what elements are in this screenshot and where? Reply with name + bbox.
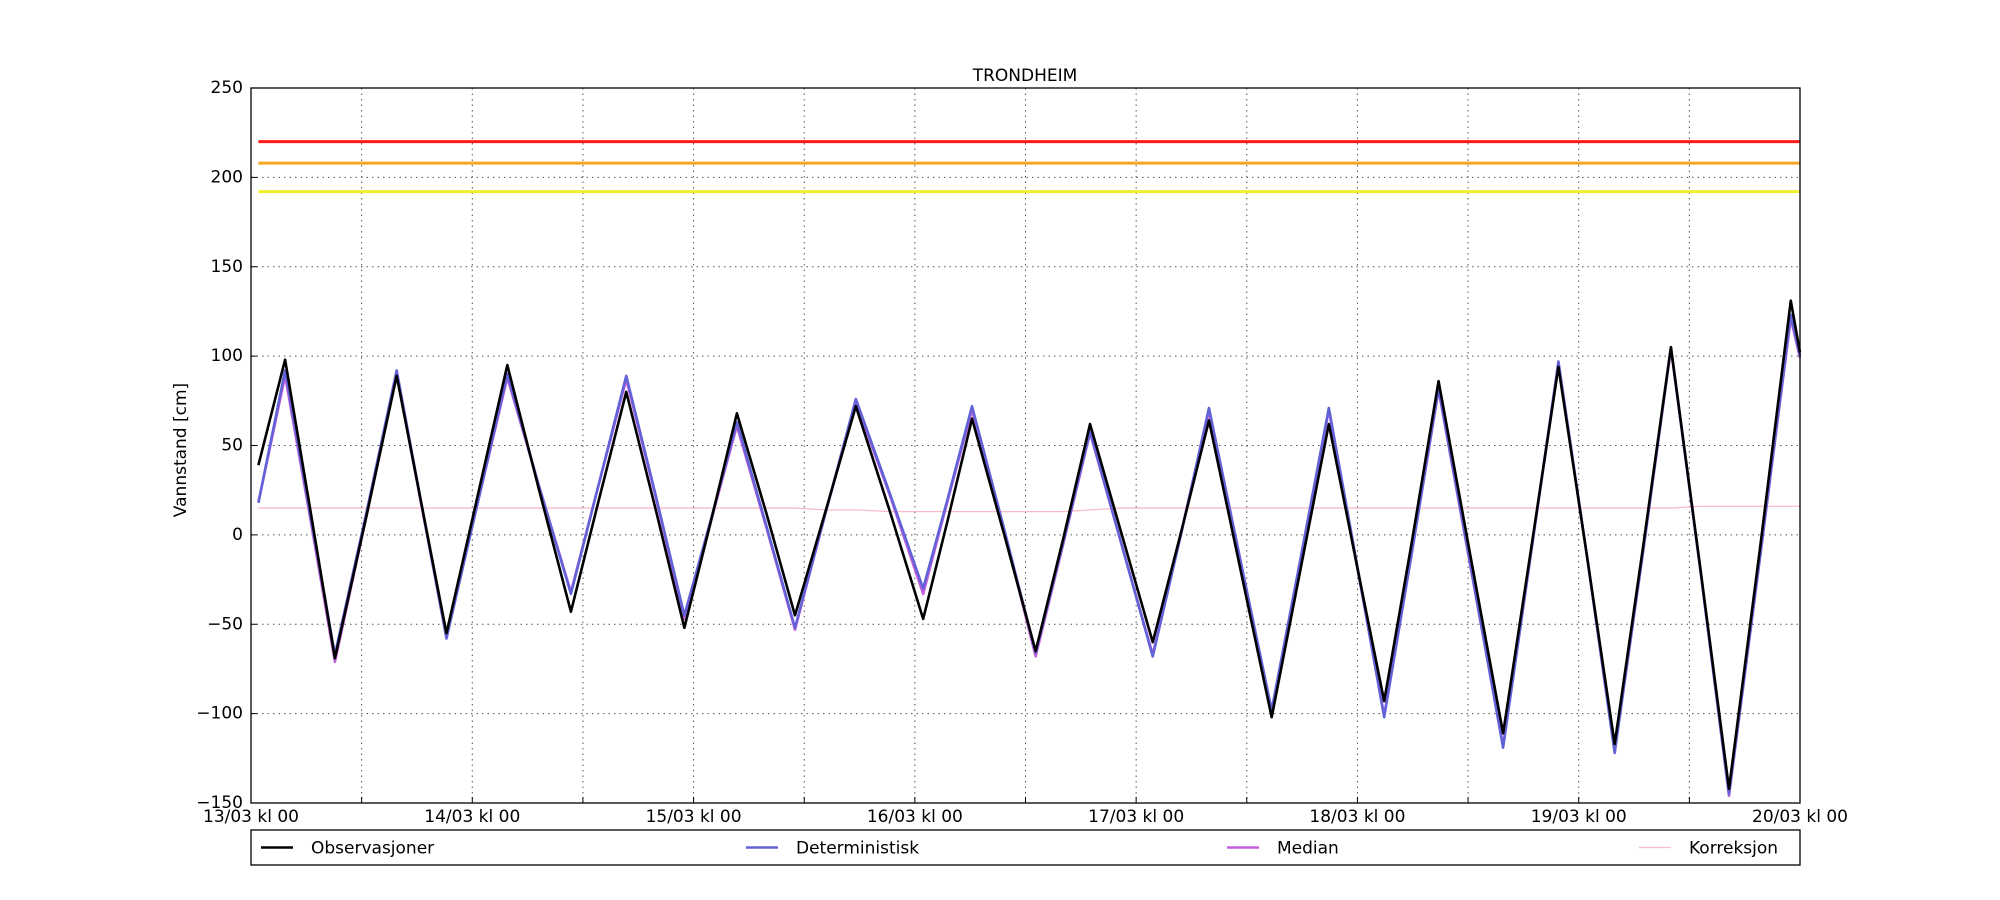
- x-tick-label: 16/03 kl 00: [867, 807, 963, 827]
- y-tick-label: 100: [211, 346, 243, 366]
- x-tick-label: 17/03 kl 00: [1088, 807, 1184, 827]
- x-tick-label: 19/03 kl 00: [1531, 807, 1627, 827]
- y-axis-label: Vannstand [cm]: [171, 383, 191, 517]
- data-line: [257, 299, 1802, 790]
- x-tick-label: 14/03 kl 00: [424, 807, 520, 827]
- y-tick-label: 0: [232, 525, 243, 545]
- y-tick-label: −100: [196, 704, 243, 724]
- legend-label: Median: [1277, 839, 1339, 859]
- plot-frame: [250, 87, 1801, 804]
- x-tick-label: 15/03 kl 00: [646, 807, 742, 827]
- chart-title: TRONDHEIM: [972, 66, 1078, 86]
- legend-label: Deterministisk: [796, 839, 919, 859]
- y-tick-label: −50: [207, 614, 243, 634]
- legend-label: Observasjoner: [311, 839, 434, 859]
- y-tick-label: −150: [196, 793, 243, 813]
- legend-label: Korreksjon: [1689, 839, 1778, 859]
- data-line: [258, 505, 1800, 513]
- y-tick-label: 200: [211, 167, 243, 187]
- x-tick-label: 18/03 kl 00: [1309, 807, 1405, 827]
- y-tick-label: 50: [221, 436, 243, 456]
- legend-box: [250, 829, 1801, 866]
- data-line: [257, 313, 1802, 796]
- x-tick-label: 20/03 kl 00: [1752, 807, 1848, 827]
- y-tick-label: 250: [211, 78, 243, 98]
- data-line: [257, 317, 1802, 798]
- y-tick-label: 150: [211, 257, 243, 277]
- x-tick-label: 13/03 kl 00: [203, 807, 299, 827]
